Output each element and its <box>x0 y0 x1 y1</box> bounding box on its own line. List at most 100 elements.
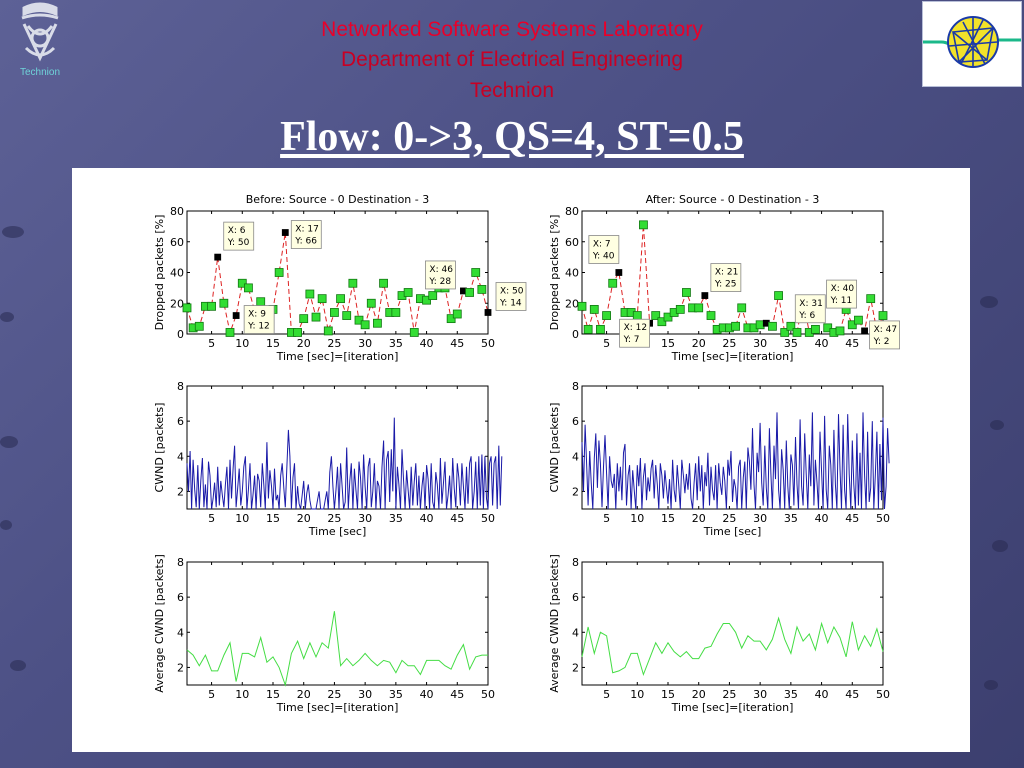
x-tick-label: 10 <box>235 688 249 701</box>
chart-1: 5 10 15 20 25 30 35 40 45 50 0 20 40 60 80 Before: Sour… <box>153 193 527 363</box>
x-tick-label: 25 <box>327 688 341 701</box>
datatip-text: X: 6 <box>228 226 246 236</box>
y-tick-label: 60 <box>565 236 579 249</box>
data-marker <box>608 278 618 288</box>
x-tick-label: 10 <box>630 688 644 701</box>
datatip-box <box>223 221 255 251</box>
x-axis-label: Time [sec] <box>308 525 367 538</box>
y-tick-label: 20 <box>170 297 184 310</box>
data-marker-black <box>484 309 492 316</box>
x-tick-label: 50 <box>481 688 495 701</box>
y-tick-label: 0 <box>572 328 579 341</box>
datatip: X: 9 Y: 12 <box>243 305 275 334</box>
chart-title: Before: Source - 0 Destination - 3 <box>246 193 430 206</box>
y-tick-label: 2 <box>177 485 184 498</box>
background-dot <box>0 312 14 322</box>
x-tick-label: 5 <box>208 688 215 701</box>
data-marker <box>244 283 253 293</box>
x-tick-label: 30 <box>358 512 372 525</box>
datatip-box <box>710 263 742 292</box>
data-marker <box>354 315 364 325</box>
data-marker <box>792 328 802 337</box>
x-tick-label: 5 <box>603 688 610 701</box>
datatip-text: Y: 2 <box>873 337 890 347</box>
x-tick-label: 10 <box>235 512 249 525</box>
y-axis-label: CWND [packets] <box>153 403 166 493</box>
x-tick-label: 50 <box>481 512 495 525</box>
data-marker <box>675 304 685 314</box>
x-tick-label: 5 <box>603 512 610 525</box>
datatip-text: X: 46 <box>429 265 453 275</box>
datatip-text: Y: 66 <box>294 237 317 247</box>
data-marker <box>409 328 419 337</box>
x-tick-label: 35 <box>389 512 403 525</box>
x-tick-label: 5 <box>208 512 215 525</box>
data-marker <box>379 278 388 288</box>
data-marker <box>768 321 777 331</box>
chart-3: 5 10 15 20 25 30 35 40 45 50 2 4 6 8 Time [sec] CWND [p… <box>153 380 503 538</box>
data-marker <box>348 278 358 288</box>
x-tick-label: 20 <box>297 512 311 525</box>
x-tick-label: 10 <box>630 512 644 525</box>
data-marker <box>219 298 229 308</box>
x-tick-label: 50 <box>481 337 495 350</box>
y-tick-label: 8 <box>572 556 579 569</box>
data-marker <box>323 326 333 336</box>
data-marker <box>366 298 376 308</box>
background-dot <box>990 420 1004 430</box>
x-tick-label: 45 <box>450 337 464 350</box>
data-marker <box>274 268 284 277</box>
datatip-box <box>869 320 900 350</box>
slide-title: Flow: 0->3, QS=4, ST=0.5 <box>280 114 744 160</box>
x-tick-label: 5 <box>208 337 215 350</box>
x-tick-label: 20 <box>692 337 706 350</box>
data-marker <box>583 324 593 334</box>
x-tick-label: 15 <box>661 337 675 350</box>
x-tick-label: 30 <box>753 512 767 525</box>
y-tick-label: 2 <box>572 485 579 498</box>
data-marker <box>866 294 876 304</box>
data-marker <box>847 320 857 330</box>
background-dot <box>10 660 26 671</box>
data-marker <box>237 278 247 288</box>
data-marker <box>811 324 820 334</box>
x-tick-label: 50 <box>876 512 890 525</box>
x-tick-label: 15 <box>266 512 280 525</box>
x-tick-label: 40 <box>815 512 829 525</box>
data-marker <box>731 321 740 331</box>
x-axis-label: Time [sec] <box>703 525 762 538</box>
x-tick-label: 40 <box>420 337 434 350</box>
x-tick-label: 35 <box>389 337 403 350</box>
datatip-text: X: 47 <box>874 325 898 335</box>
datatip: X: 21 Y: 25 <box>710 263 742 292</box>
background-dot <box>2 226 24 238</box>
data-marker <box>694 303 704 313</box>
y-tick-label: 40 <box>170 267 184 280</box>
datatip: X: 50 Y: 14 <box>495 282 527 311</box>
datatip: X: 46 Y: 28 <box>425 260 456 290</box>
x-tick-label: 20 <box>692 512 706 525</box>
datatip: X: 6 Y: 50 <box>223 221 255 251</box>
data-marker <box>465 288 474 297</box>
data-marker <box>854 315 863 325</box>
x-axis-label: Time [sec]=[iteration] <box>671 701 794 714</box>
datatip-text: Y: 50 <box>227 238 250 248</box>
x-tick-label: 50 <box>876 688 890 701</box>
background-dot <box>992 540 1008 552</box>
chart-title: After: Source - 0 Destination - 3 <box>646 193 820 206</box>
datatip-text: Y: 40 <box>592 252 615 262</box>
data-marker <box>823 323 833 333</box>
data-marker <box>446 314 456 324</box>
data-marker-black <box>701 292 709 299</box>
data-marker-black <box>615 269 623 276</box>
x-tick-label: 45 <box>450 512 464 525</box>
data-marker <box>422 295 431 305</box>
y-tick-label: 80 <box>565 205 579 218</box>
x-tick-label: 40 <box>420 688 434 701</box>
datatip-text: X: 40 <box>831 284 855 294</box>
data-marker <box>477 285 487 294</box>
data-marker <box>336 294 345 304</box>
data-marker-black <box>281 229 289 236</box>
logo-text: Technion <box>20 67 60 78</box>
